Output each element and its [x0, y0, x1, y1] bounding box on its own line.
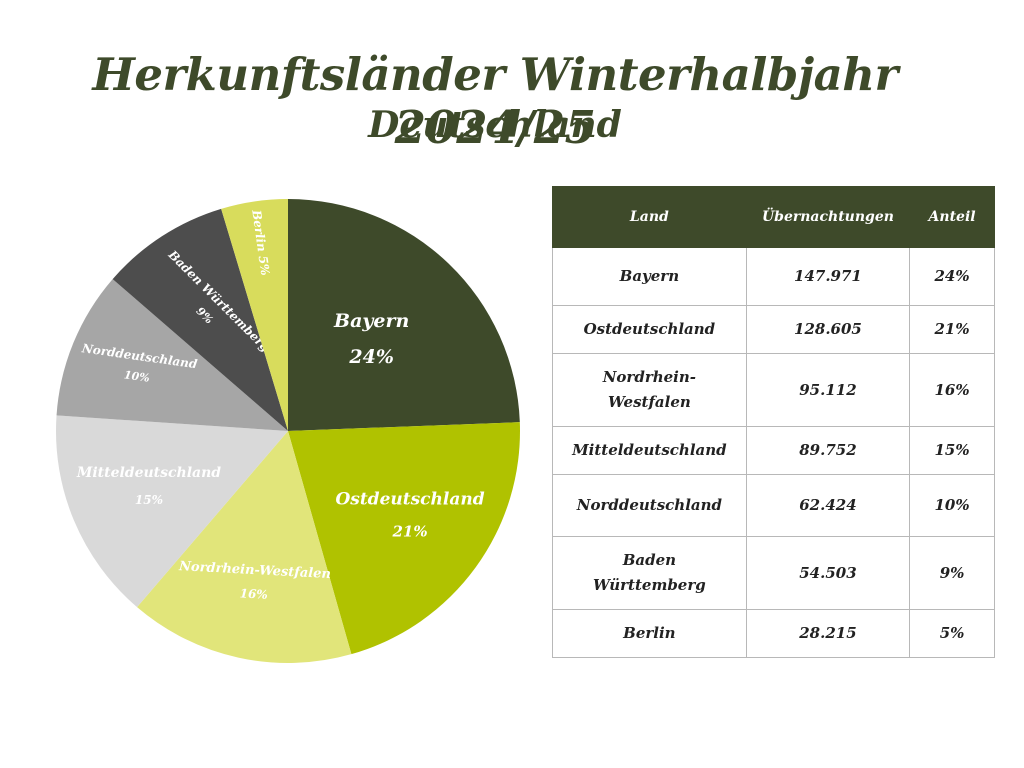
- cell-anteil: 5%: [909, 609, 995, 658]
- column-header-uebernachtungen: Übernachtungen: [745, 186, 911, 248]
- pie-label-name: Mitteldeutschland: [76, 465, 221, 481]
- cell-land: Berlin: [552, 609, 747, 658]
- data-table: Land Übernachtungen Anteil Bayern 147.97…: [552, 186, 995, 658]
- pie-label-percent: 16%: [239, 586, 268, 601]
- cell-uebernachtungen: 89.752: [745, 426, 911, 475]
- cell-uebernachtungen: 28.215: [745, 609, 911, 658]
- table-row: Nordrhein-Westfalen 95.112 16%: [552, 353, 995, 427]
- page-title: Herkunftsländer Winterhalbjahr 2024/25: [92, 48, 898, 154]
- pie-slice-berlin: [221, 199, 288, 431]
- cell-land: Mitteldeutschland: [552, 426, 747, 475]
- pie-chart: Bayern24%Ostdeutschland21%Nordrhein-West…: [56, 199, 520, 663]
- table-row: Berlin 28.215 5%: [552, 609, 995, 658]
- cell-land: Baden Württemberg: [552, 536, 747, 610]
- pie-label-percent: 15%: [135, 493, 163, 507]
- cell-land: Ostdeutschland: [552, 305, 747, 354]
- pie-slice-ostdeutschland: [288, 422, 520, 655]
- pie-slice-norddeutschland: [56, 279, 289, 431]
- cell-anteil: 9%: [909, 536, 995, 610]
- pie-slice-bayern: [288, 199, 520, 431]
- cell-anteil: 24%: [909, 247, 995, 306]
- cell-land: Norddeutschland: [552, 474, 747, 537]
- cell-anteil: 15%: [909, 426, 995, 475]
- page-subtitle: Deutschland: [368, 104, 622, 146]
- column-header-anteil: Anteil: [909, 186, 995, 248]
- pie-label-group: Bayern 24%: [333, 310, 409, 368]
- cell-uebernachtungen: 54.503: [745, 536, 911, 610]
- table-row: Bayern 147.971 24%: [552, 247, 995, 306]
- table-row: Ostdeutschland 128.605 21%: [552, 305, 995, 354]
- pie-slice-mitteldeutschland: [56, 415, 289, 608]
- table-row: Baden Württemberg 54.503 9%: [552, 536, 995, 610]
- table-row: Norddeutschland 62.424 10%: [552, 474, 995, 537]
- table-row: Mitteldeutschland 89.752 15%: [552, 426, 995, 475]
- pie-label-group: Mitteldeutschland 15%: [76, 465, 221, 507]
- pie-label-percent: 10%: [123, 368, 150, 384]
- cell-uebernachtungen: 95.112: [745, 353, 911, 427]
- pie-label-percent: 24%: [348, 346, 394, 368]
- cell-uebernachtungen: 62.424: [745, 474, 911, 537]
- cell-uebernachtungen: 147.971: [745, 247, 911, 306]
- cell-land: Bayern: [552, 247, 747, 306]
- cell-land: Nordrhein-Westfalen: [552, 353, 747, 427]
- column-header-land: Land: [552, 186, 747, 248]
- pie-label-name: Bayern: [333, 310, 409, 332]
- cell-anteil: 21%: [909, 305, 995, 354]
- cell-anteil: 16%: [909, 353, 995, 427]
- pie-label-name: Ostdeutschland: [335, 490, 484, 510]
- pie-slice-nordrhein-westfalen: [137, 431, 352, 663]
- table-header-row: Land Übernachtungen Anteil: [552, 186, 995, 248]
- cell-anteil: 10%: [909, 474, 995, 537]
- cell-uebernachtungen: 128.605: [745, 305, 911, 354]
- pie-label-percent: 21%: [391, 523, 427, 541]
- pie-slice-baden-w-rttemberg: [112, 208, 288, 431]
- pie-label-group: Ostdeutschland 21%: [335, 490, 484, 541]
